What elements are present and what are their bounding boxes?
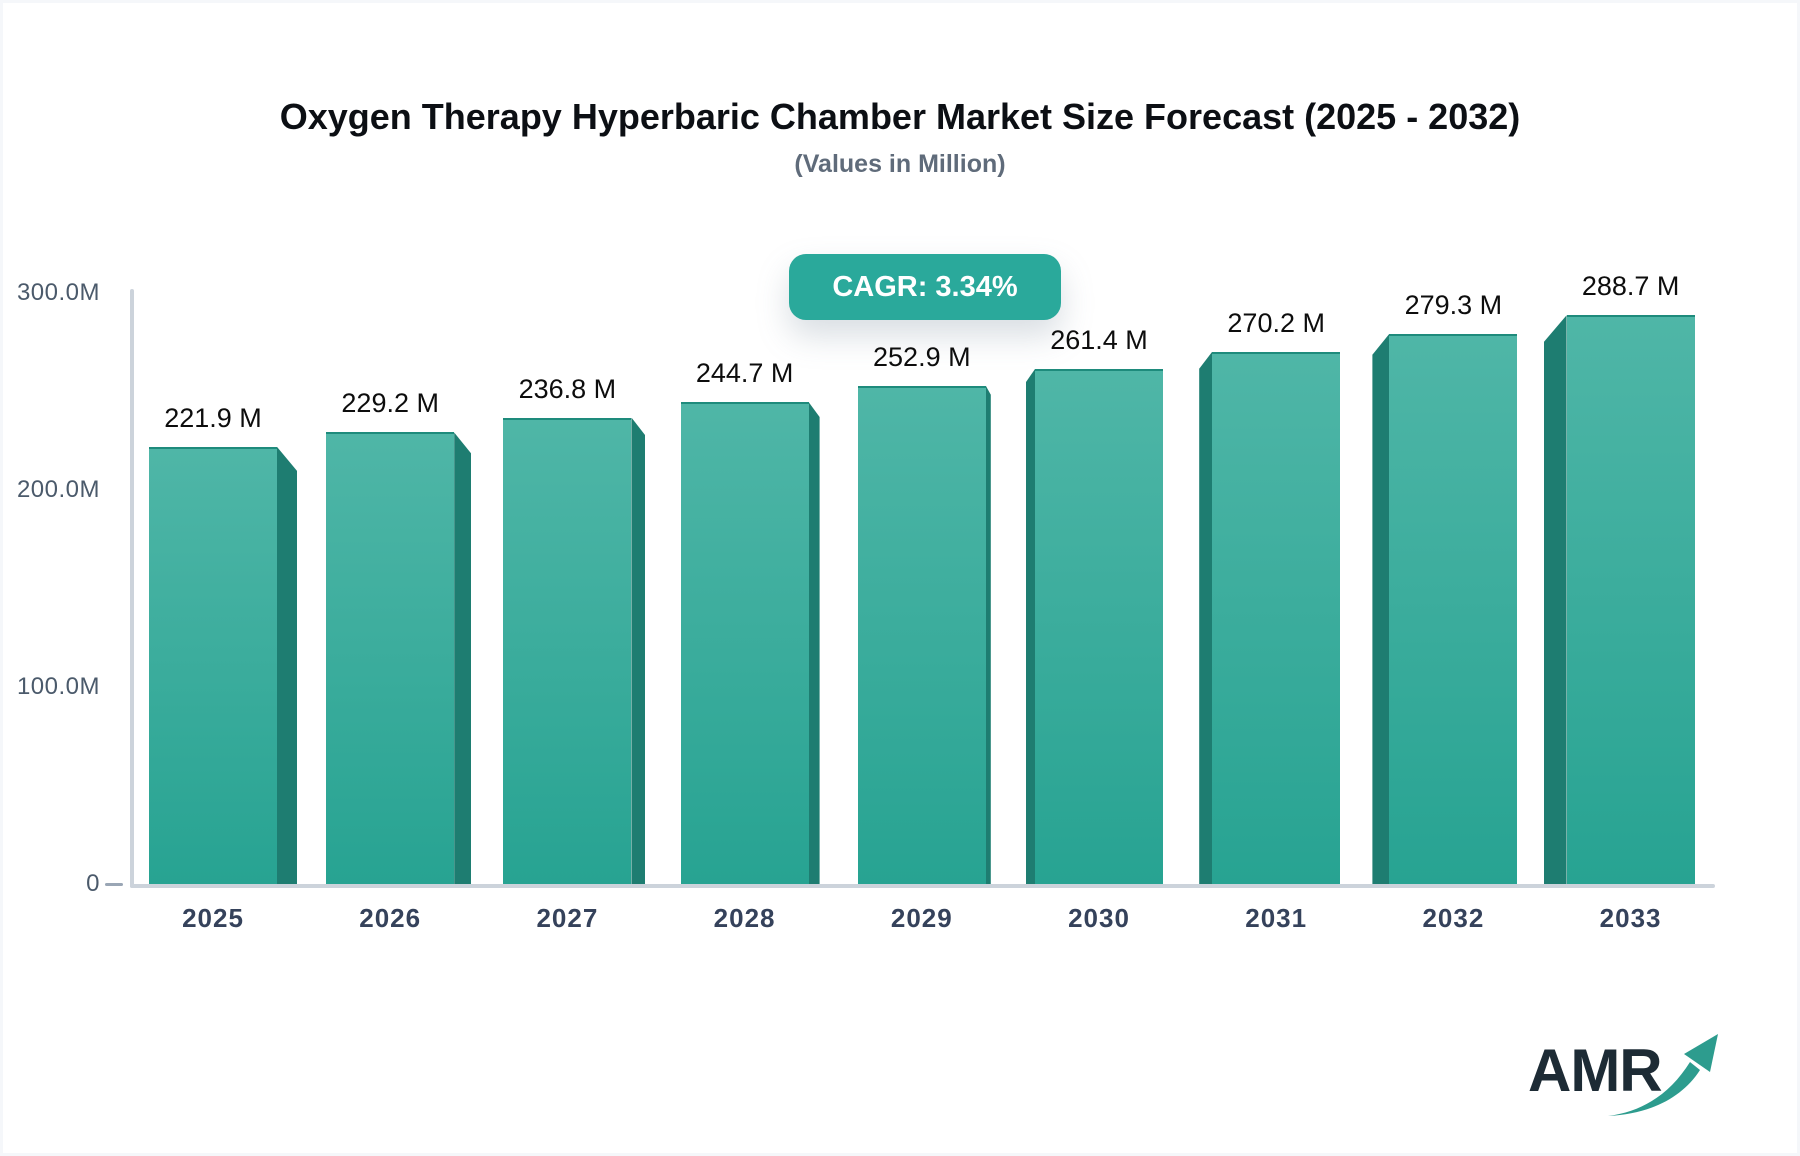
- bar-value-label: 261.4 M: [1050, 325, 1148, 356]
- bar-value-label: 244.7 M: [695, 357, 794, 388]
- y-axis-tick-label: 300.0M: [16, 279, 100, 306]
- x-axis-label: 2030: [1068, 903, 1130, 933]
- bar[interactable]: [1212, 351, 1341, 884]
- x-axis-line: [130, 884, 1715, 888]
- amr-logo-text: AMR: [1528, 1037, 1663, 1104]
- bar-side-face: [985, 385, 991, 884]
- x-axis-label: 2027: [536, 903, 599, 933]
- amr-logo: AMR: [1510, 1022, 1740, 1132]
- bar-side-face: [1543, 315, 1567, 884]
- x-axis-label: 2025: [182, 903, 244, 933]
- x-axis-label: 2026: [359, 903, 422, 933]
- bar-value-label: 221.9 M: [164, 402, 262, 433]
- chart-subtitle: (Values in Million): [794, 150, 1006, 178]
- x-axis-label: 2033: [1599, 903, 1662, 933]
- cagr-badge-label: CAGR: 3.34%: [832, 270, 1018, 303]
- cagr-badge: CAGR: 3.34%: [789, 254, 1061, 320]
- bar-side-face: [1026, 369, 1035, 884]
- bar[interactable]: [326, 432, 455, 884]
- x-axis-label: 2028: [713, 903, 776, 933]
- bar-side-face: [1372, 333, 1390, 884]
- bar-side-face: [1199, 351, 1213, 884]
- x-axis-label: 2031: [1245, 903, 1308, 933]
- bar[interactable]: [149, 446, 277, 884]
- y-axis-line: [130, 289, 134, 888]
- bar-side-face: [631, 417, 646, 884]
- y-axis-tick-label: 0: [86, 870, 100, 897]
- bar[interactable]: [1035, 369, 1163, 884]
- bar-value-label: 236.8 M: [518, 373, 617, 404]
- zero-tick-mark: [105, 883, 123, 886]
- x-axis-label: 2029: [890, 903, 953, 933]
- bar[interactable]: [680, 401, 809, 884]
- bar-value-label: 279.3 M: [1404, 289, 1503, 320]
- y-axis-tick-label: 200.0M: [16, 476, 100, 503]
- x-axis-label: 2032: [1422, 903, 1485, 933]
- bar[interactable]: [1389, 333, 1518, 884]
- bar-value-label: 288.7 M: [1581, 271, 1680, 302]
- bar[interactable]: [857, 385, 986, 884]
- growth-arrow-icon: [1608, 1034, 1718, 1116]
- bar-value-label: 270.2 M: [1227, 307, 1325, 338]
- bar[interactable]: [503, 417, 632, 884]
- bar-side-face: [808, 401, 820, 884]
- y-axis-tick-label: 100.0M: [16, 673, 100, 700]
- chart-title: Oxygen Therapy Hyperbaric Chamber Market…: [279, 96, 1521, 137]
- bar-value-label: 229.2 M: [341, 388, 439, 419]
- bar[interactable]: [1566, 315, 1695, 884]
- bar-side-face: [277, 446, 297, 884]
- bar-value-label: 252.9 M: [873, 341, 971, 372]
- bar-side-face: [454, 432, 472, 884]
